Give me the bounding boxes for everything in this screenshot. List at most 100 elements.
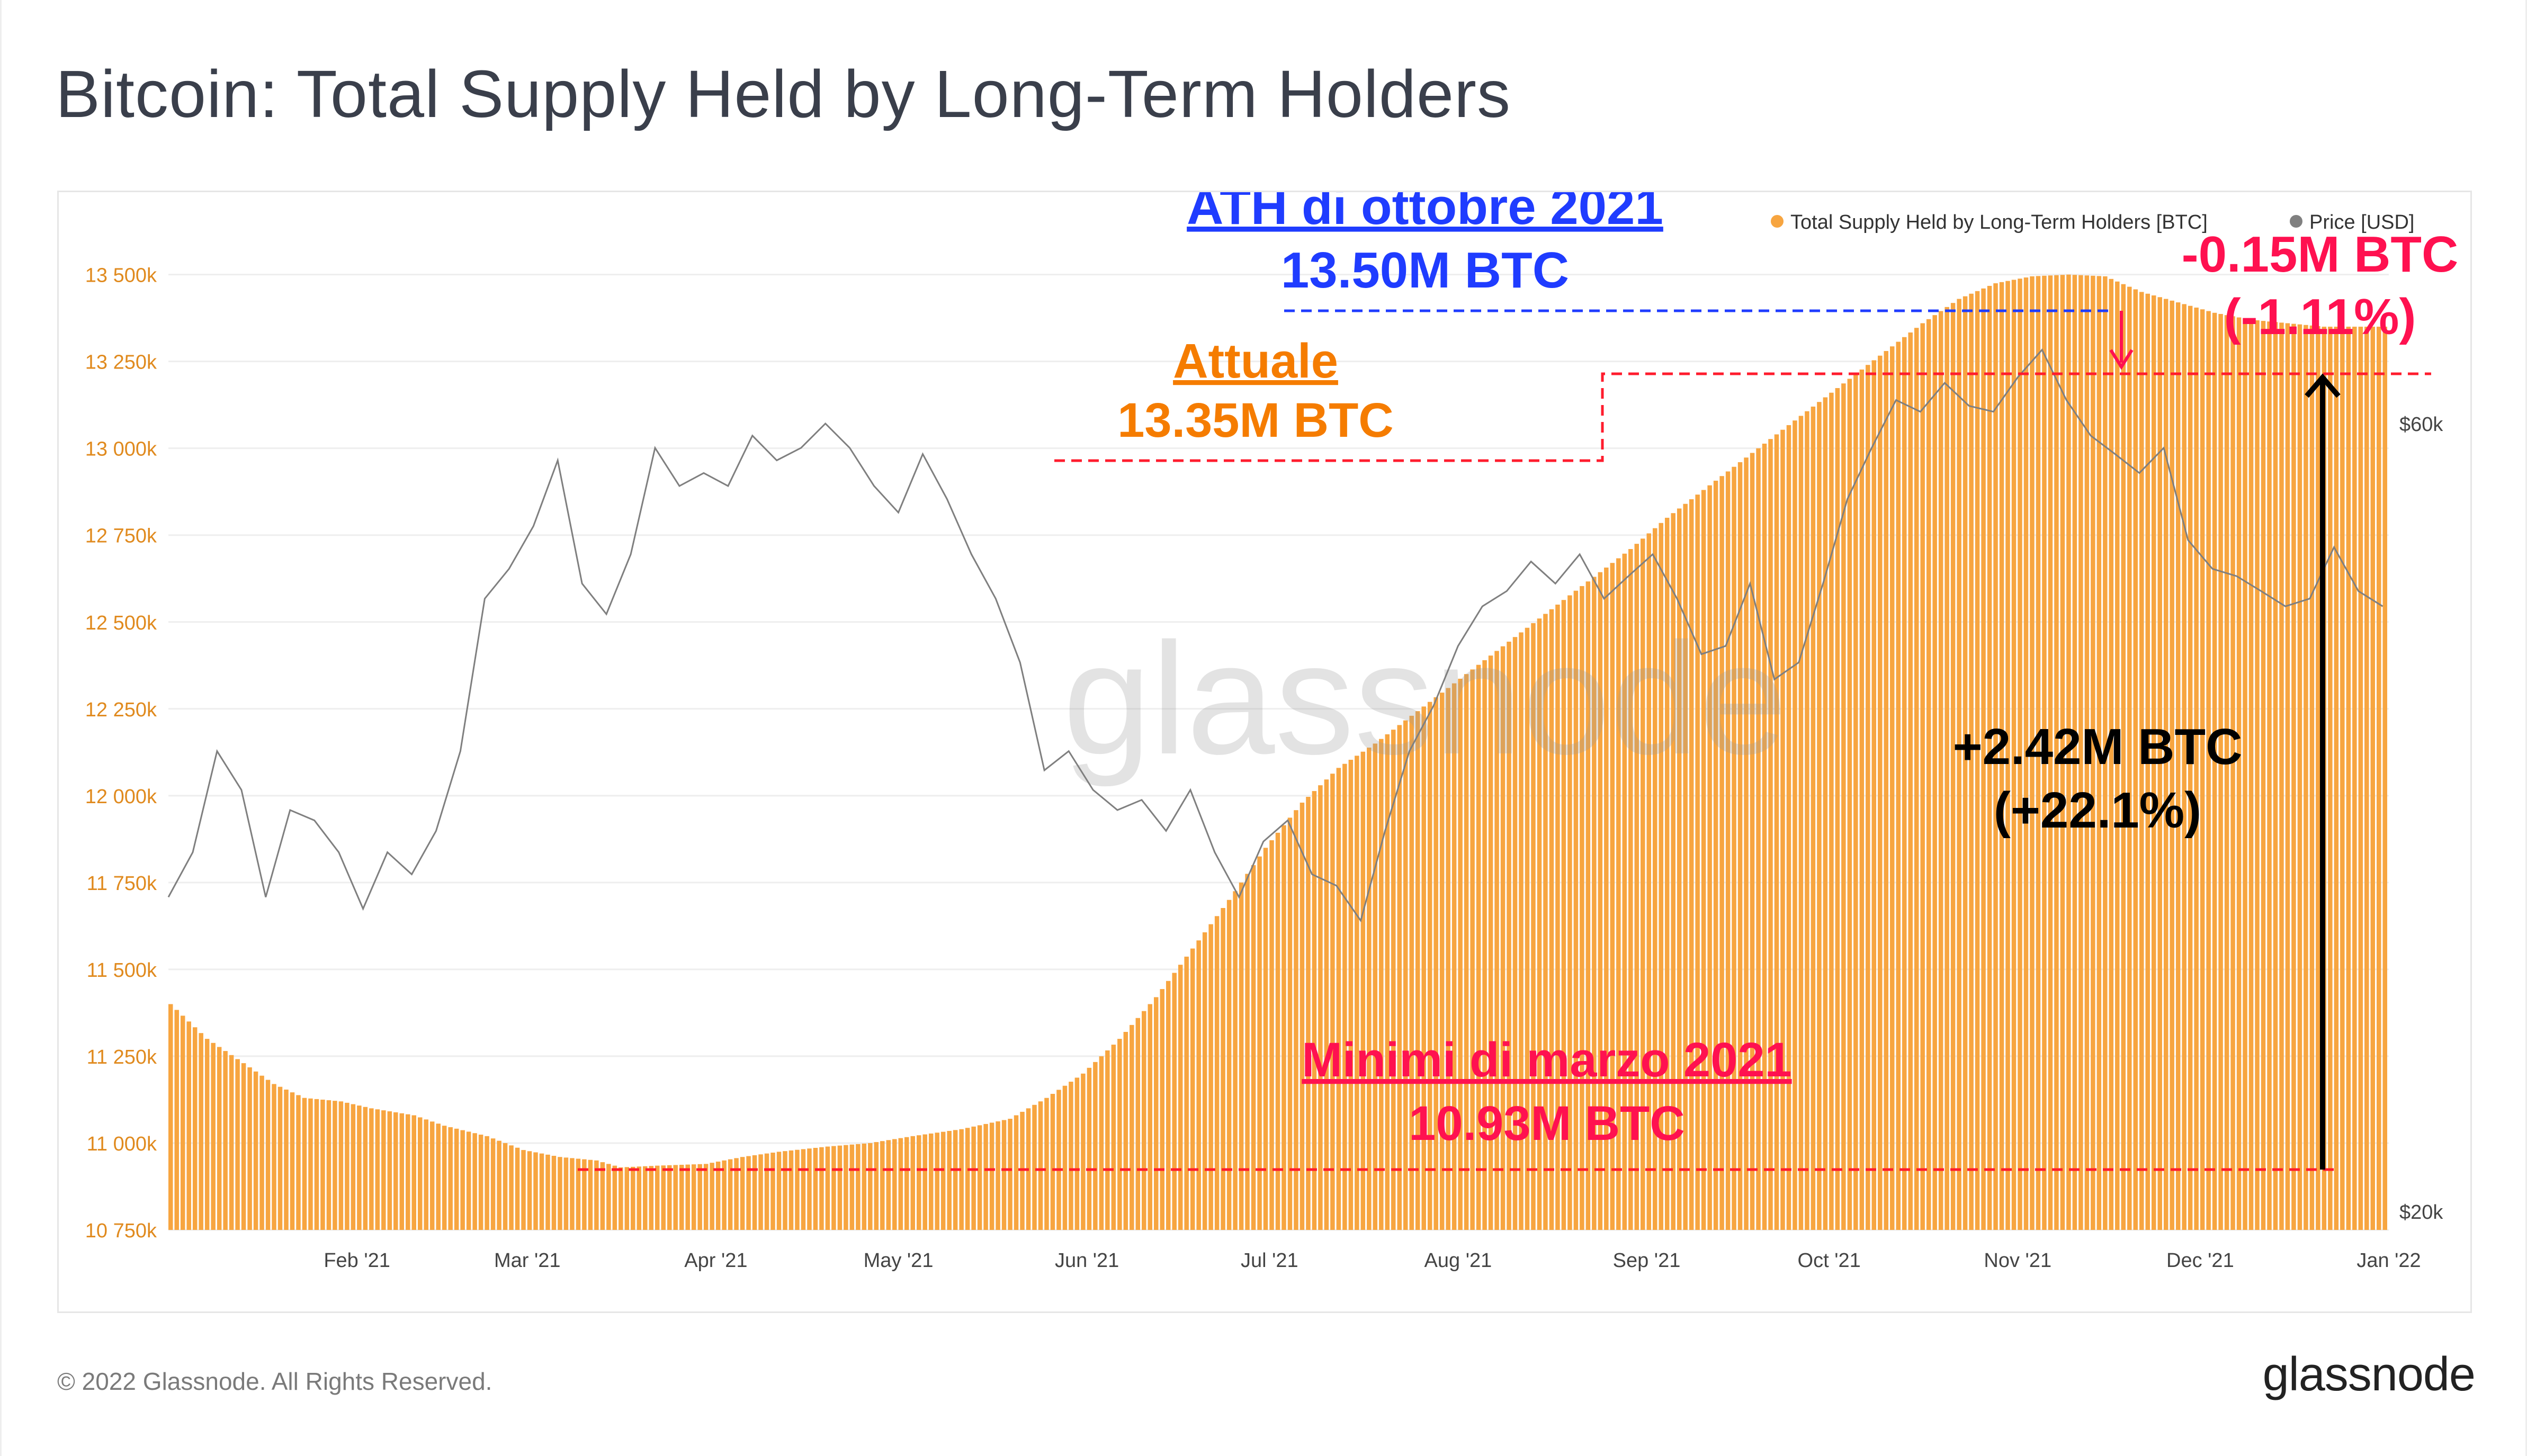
supply-bar [509, 1145, 514, 1230]
supply-bar [1628, 549, 1633, 1230]
y-left-tick-label: 11 000k [87, 1133, 157, 1155]
supply-bar [2309, 325, 2315, 1230]
supply-bar [515, 1147, 520, 1230]
supply-bar [2072, 275, 2077, 1230]
supply-bar [1385, 734, 1390, 1230]
supply-bar [1306, 797, 1311, 1230]
supply-bar [1038, 1101, 1043, 1230]
supply-bar [2157, 297, 2162, 1230]
supply-bar [563, 1157, 569, 1230]
legend-price-label[interactable]: Price [USD] [2309, 211, 2414, 233]
supply-bar [1646, 533, 1651, 1230]
supply-bar [2023, 277, 2029, 1230]
supply-bar [1944, 307, 1949, 1230]
supply-bar [1446, 688, 1450, 1230]
supply-bar [2377, 327, 2381, 1230]
supply-bar [2206, 311, 2211, 1230]
legend-supply-label[interactable]: Total Supply Held by Long-Term Holders [… [1790, 211, 2208, 233]
supply-bar [1519, 632, 1524, 1230]
supply-bar [2255, 320, 2260, 1230]
gain-arrow-head [2305, 373, 2341, 398]
supply-bar [2328, 327, 2333, 1230]
supply-bar [503, 1143, 508, 1230]
supply-bar [1433, 697, 1438, 1230]
ath-annotation-line2: 13.50M BTC [1281, 242, 1569, 299]
supply-bar [1044, 1098, 1049, 1230]
supply-bar [1835, 388, 1840, 1230]
supply-bar [1920, 323, 1925, 1230]
supply-bar [1537, 618, 1542, 1230]
supply-bar [1172, 973, 1177, 1230]
supply-bar [1549, 609, 1554, 1230]
supply-bar [1659, 523, 1663, 1230]
supply-bar [1652, 528, 1657, 1230]
supply-bar [1245, 874, 1250, 1230]
supply-bar [940, 1131, 946, 1230]
supply-bar [1233, 891, 1238, 1230]
supply-bar [1798, 416, 1804, 1230]
price-line [167, 348, 2383, 923]
supply-bar [1458, 678, 1463, 1230]
supply-bar [1999, 282, 2004, 1230]
supply-bar [1823, 397, 1828, 1230]
supply-bar [1348, 760, 1354, 1230]
supply-bar [217, 1047, 222, 1230]
y-left-tick-label: 13 250k [85, 352, 157, 374]
supply-bar [558, 1157, 562, 1230]
y-left-tick-label: 12 000k [85, 786, 157, 808]
supply-bar [2133, 289, 2138, 1230]
supply-bar [2182, 304, 2187, 1230]
supply-bar [1780, 429, 1785, 1230]
supply-bar [1737, 462, 1743, 1230]
supply-bar [643, 1166, 648, 1230]
supply-bar [1318, 785, 1323, 1230]
supply-bar [1451, 683, 1457, 1230]
supply-bar [2066, 274, 2071, 1230]
drop-arrow-head [2109, 349, 2134, 370]
supply-bar [1202, 932, 1207, 1230]
supply-bar [2200, 309, 2205, 1230]
x-tick-label: Feb '21 [324, 1250, 390, 1272]
supply-bar [1768, 439, 1773, 1230]
supply-bar [1263, 848, 1268, 1230]
supply-bar [1135, 1018, 1141, 1230]
supply-bar [570, 1158, 575, 1230]
supply-bar [2054, 275, 2059, 1230]
supply-bar [624, 1167, 630, 1230]
supply-bar [1014, 1115, 1019, 1230]
supply-bar [2243, 318, 2247, 1230]
supply-bar [1379, 739, 1384, 1230]
supply-bar [1494, 651, 1499, 1230]
supply-bar [1866, 365, 1870, 1230]
supply-bar [1001, 1120, 1007, 1230]
supply-bar [1896, 341, 1901, 1230]
supply-bar [1336, 768, 1341, 1230]
supply-bar [1111, 1045, 1116, 1230]
x-tick-label: May '21 [864, 1250, 934, 1272]
supply-bar [819, 1147, 824, 1230]
supply-bar [722, 1160, 727, 1230]
supply-bar [1707, 485, 1712, 1230]
legend-supply-swatch [1771, 215, 1784, 228]
supply-bar [1950, 303, 1956, 1230]
supply-bar [241, 1063, 246, 1230]
supply-bar [2084, 275, 2090, 1230]
supply-bar [545, 1154, 550, 1230]
supply-bar [1373, 743, 1378, 1230]
supply-bar [521, 1150, 526, 1230]
supply-bar [667, 1165, 672, 1230]
supply-bar [2005, 281, 2010, 1230]
supply-bar [764, 1153, 769, 1230]
x-tick-label: Dec '21 [2166, 1250, 2234, 1272]
gain-annotation-line2: (+22.1%) [1994, 782, 2201, 839]
supply-bar [862, 1143, 867, 1230]
supply-bar [898, 1138, 903, 1230]
y-left-tick-label: 11 250k [87, 1046, 157, 1068]
supply-bar [1069, 1082, 1073, 1230]
supply-bar [649, 1166, 654, 1230]
supply-bar [1890, 346, 1895, 1230]
supply-bar [199, 1033, 203, 1230]
supply-bar [1397, 725, 1402, 1230]
supply-bar [551, 1156, 557, 1230]
supply-bar [1050, 1094, 1055, 1230]
